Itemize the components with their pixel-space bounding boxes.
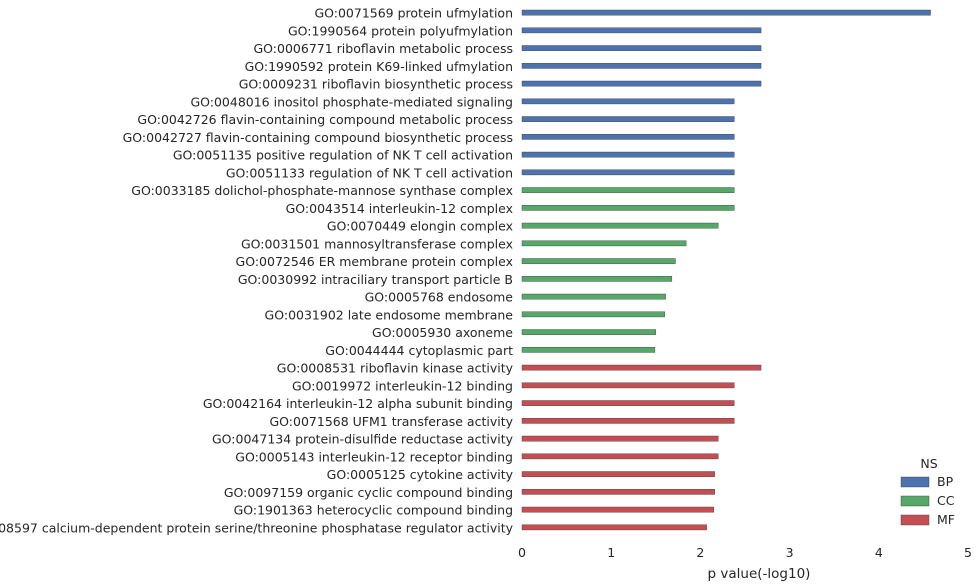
x-tick-label: 5	[964, 545, 972, 560]
category-label: GO:0030992 intraciliary transport partic…	[238, 272, 513, 287]
bar-cc	[521, 276, 673, 282]
bar-bp	[521, 151, 735, 158]
legend-swatch-bp	[900, 476, 930, 488]
category-label: GO:0005125 cytokine activity	[327, 467, 514, 482]
category-labels: GO:0071569 protein ufmylation GO:1990564 …	[0, 6, 514, 536]
x-axis-title: p value(-log10)	[708, 566, 811, 582]
category-label: GO:0043514 interleukin-12 complex	[286, 201, 513, 216]
bar-bp	[521, 80, 762, 87]
legend-title: NS	[920, 456, 937, 471]
category-label: GO:0044444 cytoplasmic part	[325, 343, 513, 358]
category-label: GO:0097159 organic cyclic compound bindi…	[224, 485, 513, 500]
category-label: GO:0005768 endosome	[365, 290, 514, 305]
bar-bp	[521, 116, 735, 122]
legend-label: MF	[937, 512, 955, 527]
category-label: GO:0009231 riboflavin biosynthetic proce…	[239, 77, 513, 92]
bar-cc	[521, 240, 687, 247]
bar-mf	[521, 471, 715, 477]
bar-bp	[521, 27, 762, 34]
bar-bp	[521, 63, 762, 69]
category-label: GO:0019972 interleukin-12 binding	[292, 378, 513, 393]
legend-swatch-mf	[900, 514, 930, 526]
bar-mf	[521, 435, 719, 442]
bar-bp	[521, 9, 931, 16]
bar-mf	[521, 489, 715, 495]
category-label: GO:0005930 axoneme	[372, 325, 513, 340]
bar-cc	[521, 222, 719, 229]
bar-bp	[521, 134, 735, 140]
bar-mf	[521, 506, 714, 513]
x-tick-label: 1	[607, 545, 615, 560]
bar-cc	[521, 293, 666, 300]
bar-cc	[521, 187, 735, 193]
category-label: GO:0042727 flavin-containing compound bi…	[123, 130, 513, 145]
legend-label: BP	[937, 474, 954, 489]
category-label: GO:0006771 riboflavin metabolic process	[254, 41, 514, 56]
category-label: GO:0048016 inositol phosphate-mediated s…	[190, 94, 513, 109]
x-tick-label: 0	[518, 545, 526, 560]
bar-mf	[521, 524, 707, 531]
x-tick-label: 2	[696, 545, 704, 560]
category-label: GO:0047134 protein-disulfide reductase a…	[212, 432, 514, 447]
category-label: GO:0008531 riboflavin kinase activity	[277, 361, 514, 376]
x-tick-label: 3	[786, 545, 794, 560]
category-label: GO:0042164 interleukin-12 alpha subunit …	[203, 396, 513, 411]
bar-mf	[521, 382, 735, 389]
category-label: GO:0071568 UFM1 transferase activity	[270, 414, 514, 429]
bar-cc	[521, 205, 735, 211]
legend-label: CC	[937, 493, 955, 508]
category-label: GO:0008597 calcium-dependent protein ser…	[0, 520, 514, 535]
category-label: GO:0033185 dolichol-phosphate-mannose sy…	[131, 183, 513, 198]
bar-mf	[521, 364, 762, 371]
category-label: GO:0031902 late endosome membrane	[265, 307, 514, 322]
category-label: GO:0042726 flavin-containing compound me…	[137, 112, 513, 127]
category-label: GO:1990592 protein K69-linked ufmylation	[245, 59, 513, 74]
category-label: GO:0031501 mannosyltransferase complex	[241, 236, 513, 251]
bar-mf	[521, 400, 735, 406]
bar-cc	[521, 347, 656, 353]
bar-bp	[521, 98, 735, 105]
legend-swatch-cc	[900, 495, 930, 507]
bar-cc	[521, 311, 665, 318]
x-axis-ticks: 0 1 2 3 4 5	[518, 545, 972, 560]
bar-mf	[521, 453, 719, 460]
bar-bp	[521, 169, 735, 176]
category-label: GO:1990564 protein polyufmylation	[288, 23, 513, 38]
category-label: GO:0071569 protein ufmylation	[314, 6, 513, 21]
category-label: GO:0070449 elongin complex	[327, 219, 513, 234]
legend: NS BP CC MF	[900, 456, 955, 527]
category-label: GO:0051135 positive regulation of NK T c…	[173, 148, 513, 163]
bar-cc	[521, 258, 676, 264]
bar-bp	[521, 45, 762, 51]
category-label: GO:0072546 ER membrane protein complex	[236, 254, 513, 269]
bar-mf	[521, 418, 735, 424]
bars-group	[521, 9, 931, 531]
x-tick-label: 4	[875, 545, 883, 560]
category-label: GO:1901363 heterocyclic compound binding	[234, 503, 513, 518]
category-label: GO:0005143 interleukin-12 receptor bindi…	[235, 449, 513, 464]
bar-cc	[521, 329, 657, 335]
category-label: GO:0051133 regulation of NK T cell activ…	[226, 165, 513, 180]
